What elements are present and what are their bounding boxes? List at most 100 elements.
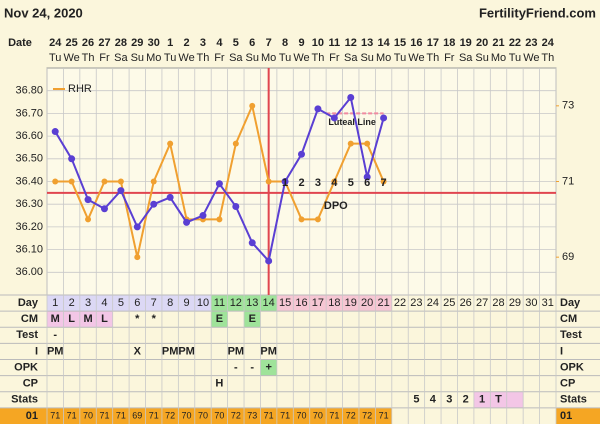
cell-text: 24 [427,297,439,309]
data-point [150,178,157,185]
cell-text: L [68,313,75,325]
cell-fill [358,407,376,424]
cell-text: 18 [328,297,340,309]
dpo-number: 1 [282,177,288,189]
weekday-label: Mo [491,52,506,64]
y-tick-label: 36.10 [15,244,43,256]
cell-text: 3 [446,394,452,406]
rhr-cell: 73 [247,410,257,420]
y2-tick-label: 73 [562,100,574,112]
date-label: 17 [427,37,439,49]
cell-text: PM [162,345,179,357]
cell-text: 19 [345,297,357,309]
cell-text: 15 [279,297,291,309]
cell-fill [161,295,179,312]
weekday-label: Fr [99,52,110,64]
weekday-label: Tu [279,52,291,64]
cell-text: 6 [134,297,140,309]
cell-text: 5 [413,394,419,406]
data-point [68,178,75,185]
weekday-label: Fr [329,52,340,64]
cell-text: 16 [295,297,307,309]
cell-fill [293,295,310,312]
date-label: 24 [49,37,62,49]
weekday-label: We [178,52,194,64]
date-label: 22 [509,37,521,49]
row-label: CM [21,313,38,325]
data-point [298,216,305,223]
y-tick-label: 36.80 [15,85,43,97]
cell-text: 9 [184,297,190,309]
rhr-cell: 71 [67,410,77,420]
data-point [100,205,108,213]
date-label: 8 [282,37,288,49]
dpo-label: DPO [324,200,348,212]
rhr-cell: 70 [182,410,192,420]
weekday-label: Mo [261,52,276,64]
cell-text: - [250,361,254,373]
cell-text: M [83,313,92,325]
data-point [347,140,354,147]
cell-text: 26 [460,297,472,309]
cell-fill [47,311,64,328]
cell-fill [161,407,179,424]
data-point [166,193,174,201]
cell-fill [506,391,524,408]
cell-fill [47,295,64,312]
row-label: CP [560,378,575,390]
cell-text: 11 [214,297,225,309]
weekday-label: We [523,52,539,64]
data-point [265,257,273,265]
cell-fill [63,295,80,312]
cell-text: 27 [476,297,488,309]
cell-fill [227,295,245,312]
date-label: 26 [82,37,94,49]
data-point [298,150,305,158]
row-label: 01 [560,410,572,422]
cell-fill [96,295,113,312]
cell-text: L [101,313,108,325]
weekday-label: Su [131,52,144,64]
cell-text: 23 [410,297,422,309]
date-label: 19 [460,37,472,49]
rhr-cell: 70 [296,410,306,420]
row-label: 01 [26,410,38,422]
rhr-cell: 71 [149,410,159,420]
cell-text: * [135,313,140,325]
cell-text: * [152,313,157,325]
y2-tick-label: 69 [562,251,574,263]
date-label: 15 [394,37,406,49]
weekday-label: Th [426,52,439,64]
row-label: OPK [560,361,584,373]
data-point [183,218,191,226]
cell-fill [63,407,80,424]
dpo-number: 7 [381,177,387,189]
cell-text: 28 [492,297,504,309]
luteal-label: Luteal Line [328,117,376,127]
data-point [347,94,355,102]
cell-fill [63,311,80,328]
cell-fill [260,407,277,424]
cell-fill [309,295,327,312]
cell-text: X [134,345,142,357]
cell-text: 3 [85,297,91,309]
y-tick-label: 36.50 [15,153,43,165]
date-label: 14 [377,37,390,49]
data-point [85,216,92,223]
date-label: 1 [167,37,173,49]
y-tick-label: 36.40 [15,175,43,187]
rhr-cell: 72 [231,410,241,420]
date-label: 4 [216,37,223,49]
rhr-cell: 69 [132,410,142,420]
row-label: OPK [14,361,38,373]
data-point [216,216,223,223]
weekday-label: Fr [214,52,225,64]
cell-text: E [249,313,256,325]
cell-text: 22 [394,297,406,309]
data-point [314,216,321,223]
cell-fill [145,295,162,312]
date-label: 9 [298,37,304,49]
cell-text: PM [260,345,277,357]
row-label: CM [560,313,577,325]
weekday-label: Tu [509,52,521,64]
